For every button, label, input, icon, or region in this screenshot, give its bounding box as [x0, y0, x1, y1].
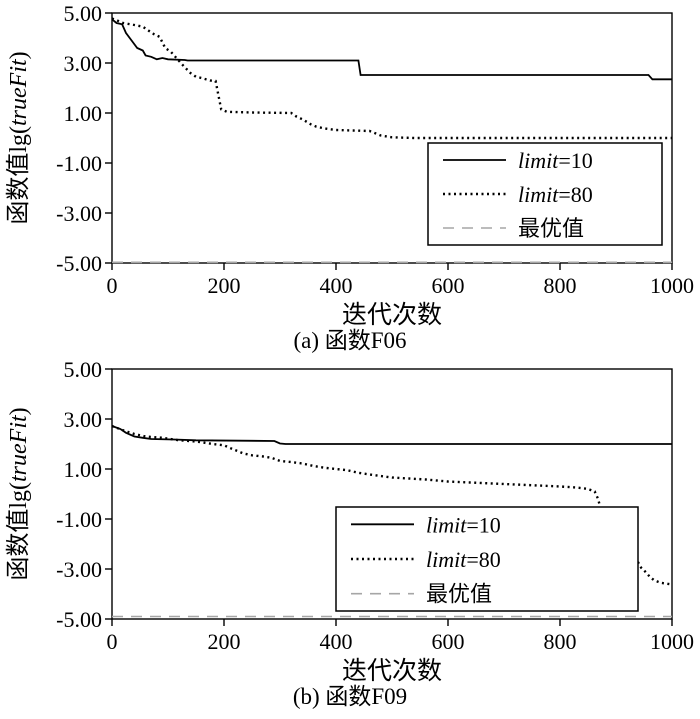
y-axis-title: 函数值lg(trueFit)	[5, 51, 32, 224]
y-tick-label: 1.00	[64, 457, 103, 482]
series-lines	[111, 17, 672, 264]
y-tick-label: -5.00	[56, 251, 102, 276]
y-tick-label: -1.00	[56, 151, 102, 176]
figure-f09: 0 200 400 600 800 1000 5.00 3.00 1.00 -1.00 -3.00 -…	[0, 359, 700, 711]
x-tick-label: 400	[320, 629, 353, 654]
x-tick-label: 400	[320, 273, 353, 298]
y-tick-label: 5.00	[64, 359, 103, 382]
y-tick-label: -5.00	[56, 607, 102, 632]
series-solid	[111, 425, 672, 445]
x-tick-label: 200	[208, 273, 241, 298]
x-tick-label: 0	[107, 273, 118, 298]
caption-f09: (b) 函数F09	[292, 684, 408, 709]
legend-label: limit=10	[518, 148, 593, 173]
legend-label: 最优值	[518, 216, 584, 241]
y-tick-label: 1.00	[64, 101, 103, 126]
legend-label: limit=80	[426, 547, 501, 572]
series-solid	[111, 18, 672, 81]
y-tick-label: -1.00	[56, 507, 102, 532]
y-tick-label: -3.00	[56, 201, 102, 226]
y-tick-label: -3.00	[56, 557, 102, 582]
y-tick-label: 3.00	[64, 407, 103, 432]
y-axis-title: 函数值lg(trueFit)	[5, 407, 32, 580]
x-tick-label: 1000	[650, 629, 694, 654]
y-tick-label: 5.00	[64, 3, 103, 26]
legend-label: limit=10	[426, 512, 501, 537]
x-tick-label: 1000	[650, 273, 694, 298]
series-lines	[111, 424, 673, 618]
x-axis-title: 迭代次数	[342, 301, 442, 327]
chart-f06: 0 200 400 600 800 1000 5.00 3.00 1.00 -1.00 -3.00 -…	[5, 3, 694, 327]
x-tick-label: 0	[107, 629, 118, 654]
x-tick-label: 800	[544, 629, 577, 654]
x-tick-label: 800	[544, 273, 577, 298]
series-dotted	[111, 424, 673, 586]
x-tick-label: 600	[432, 273, 465, 298]
x-axis-title: 迭代次数	[342, 657, 442, 683]
legend-label: 最优值	[426, 582, 492, 607]
series-dotted	[111, 17, 672, 140]
legend: limit=10 limit=80 最优值	[335, 506, 639, 612]
x-tick-label: 600	[432, 629, 465, 654]
chart-f09: 0 200 400 600 800 1000 5.00 3.00 1.00 -1.00 -3.00 -…	[5, 359, 694, 683]
figure-f06: 0 200 400 600 800 1000 5.00 3.00 1.00 -1.00 -3.00 -…	[0, 3, 700, 355]
legend: limit=10 limit=80 最优值	[427, 142, 663, 246]
x-tick-label: 200	[208, 629, 241, 654]
caption-f06: (a) 函数F06	[293, 328, 407, 353]
y-tick-label: 3.00	[64, 51, 103, 76]
legend-label: limit=80	[518, 182, 593, 207]
axes: 0 200 400 600 800 1000 5.00 3.00 1.00 -1.00 -3.00 -…	[5, 3, 694, 327]
axes: 0 200 400 600 800 1000 5.00 3.00 1.00 -1.00 -3.00 -…	[5, 359, 694, 683]
